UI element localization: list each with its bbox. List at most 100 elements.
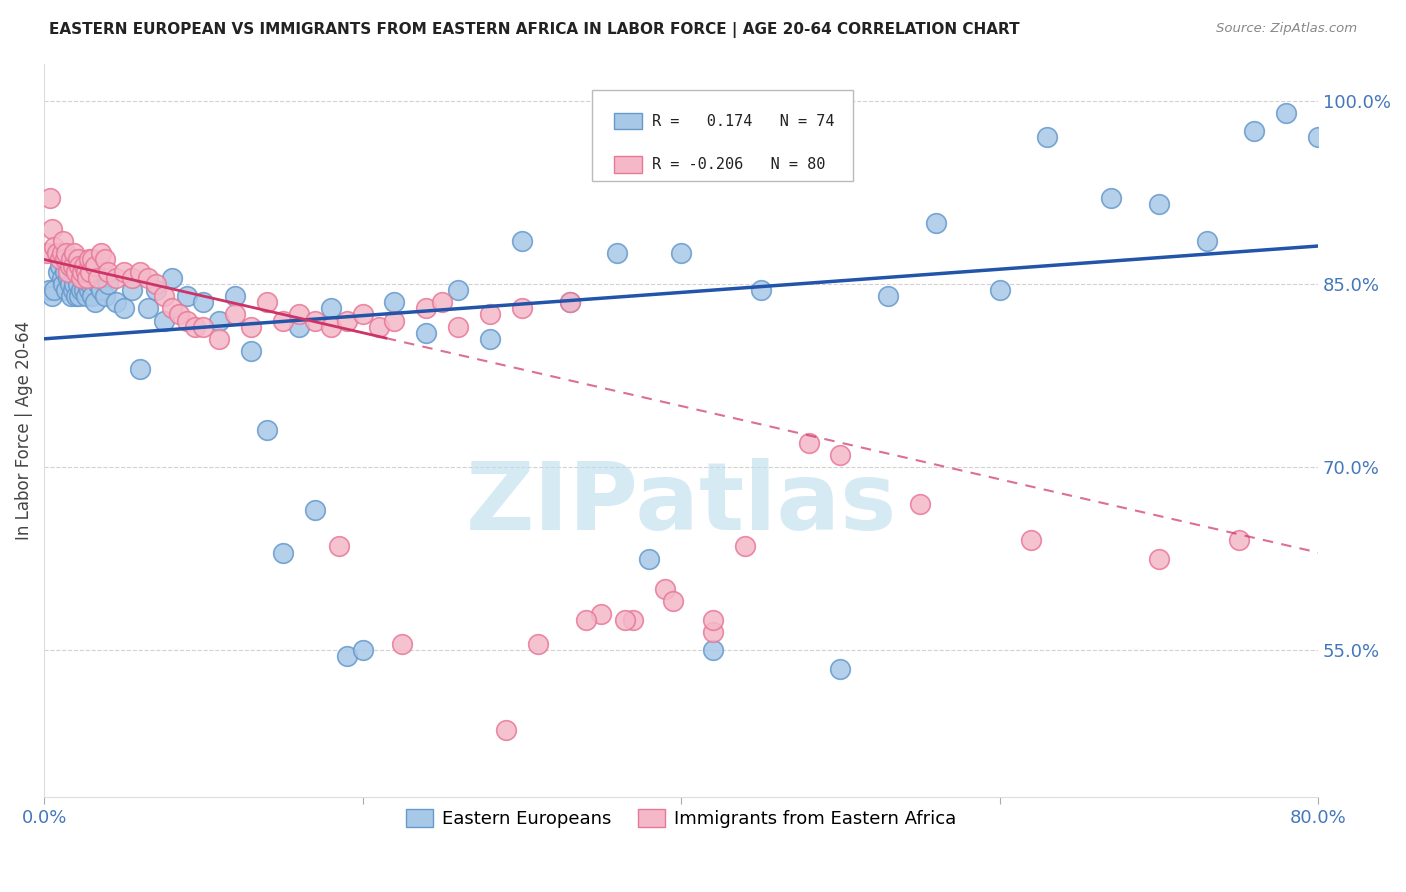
Point [45, 246, 67, 260]
Point [621, 613, 644, 627]
Point [58, 277, 80, 291]
Point [1147, 197, 1170, 211]
Point [288, 319, 311, 334]
Point [104, 295, 127, 310]
Point [184, 319, 207, 334]
Point [304, 503, 326, 517]
Point [63, 246, 86, 260]
Point [136, 270, 159, 285]
Point [53, 252, 76, 267]
Point [479, 332, 502, 346]
Point [145, 277, 167, 291]
Point [90, 283, 112, 297]
Point [1308, 130, 1330, 145]
Point [121, 283, 143, 297]
Point [193, 319, 215, 334]
Point [304, 313, 326, 327]
Point [415, 301, 437, 316]
Point [67, 289, 90, 303]
Point [1227, 533, 1250, 548]
Point [432, 295, 454, 310]
Point [702, 624, 724, 639]
Point [128, 362, 150, 376]
Point [925, 216, 948, 230]
Point [51, 270, 73, 285]
Point [66, 252, 89, 267]
Point [66, 277, 89, 291]
Point [749, 283, 772, 297]
Point [53, 265, 76, 279]
Point [37, 246, 59, 260]
Point [55, 283, 77, 297]
Point [69, 283, 91, 297]
Point [510, 234, 533, 248]
Point [55, 246, 77, 260]
Point [87, 270, 110, 285]
Point [97, 265, 120, 279]
Point [67, 259, 90, 273]
Point [614, 613, 637, 627]
Point [669, 246, 692, 260]
Point [51, 246, 73, 260]
Point [367, 319, 389, 334]
Text: R = -0.206   N = 80: R = -0.206 N = 80 [652, 157, 825, 172]
Point [60, 289, 83, 303]
Point [93, 252, 115, 267]
Point [45, 246, 67, 260]
Point [654, 582, 676, 597]
Point [447, 283, 470, 297]
Point [93, 289, 115, 303]
Point [77, 252, 100, 267]
FancyBboxPatch shape [613, 156, 641, 172]
Point [39, 191, 62, 205]
Point [52, 277, 75, 291]
Point [76, 277, 98, 291]
Point [97, 277, 120, 291]
Point [352, 643, 374, 657]
Point [447, 319, 470, 334]
Point [662, 594, 685, 608]
Point [797, 435, 820, 450]
Point [328, 540, 350, 554]
Point [510, 301, 533, 316]
Point [240, 344, 263, 359]
Point [271, 313, 294, 327]
Point [152, 313, 174, 327]
FancyBboxPatch shape [613, 113, 641, 129]
Point [90, 246, 112, 260]
Point [77, 283, 100, 297]
Point [558, 295, 581, 310]
Point [527, 637, 550, 651]
Point [176, 289, 198, 303]
Point [65, 265, 87, 279]
Point [877, 289, 900, 303]
Point [75, 289, 97, 303]
FancyBboxPatch shape [592, 90, 853, 181]
Point [80, 252, 103, 267]
Point [87, 277, 110, 291]
Point [128, 265, 150, 279]
Point [112, 265, 135, 279]
Point [224, 307, 246, 321]
Point [558, 295, 581, 310]
Point [591, 607, 613, 621]
Text: R =   0.174   N = 74: R = 0.174 N = 74 [652, 113, 834, 128]
Point [352, 307, 374, 321]
Point [638, 551, 661, 566]
Point [256, 424, 278, 438]
Point [121, 270, 143, 285]
Point [75, 265, 97, 279]
Point [702, 643, 724, 657]
Point [1099, 191, 1122, 205]
Point [72, 265, 94, 279]
Point [152, 289, 174, 303]
Point [160, 301, 183, 316]
Point [48, 265, 70, 279]
Point [256, 295, 278, 310]
Point [62, 259, 84, 273]
Point [319, 319, 342, 334]
Point [84, 259, 107, 273]
Point [56, 270, 79, 285]
Point [72, 270, 94, 285]
Point [80, 289, 103, 303]
